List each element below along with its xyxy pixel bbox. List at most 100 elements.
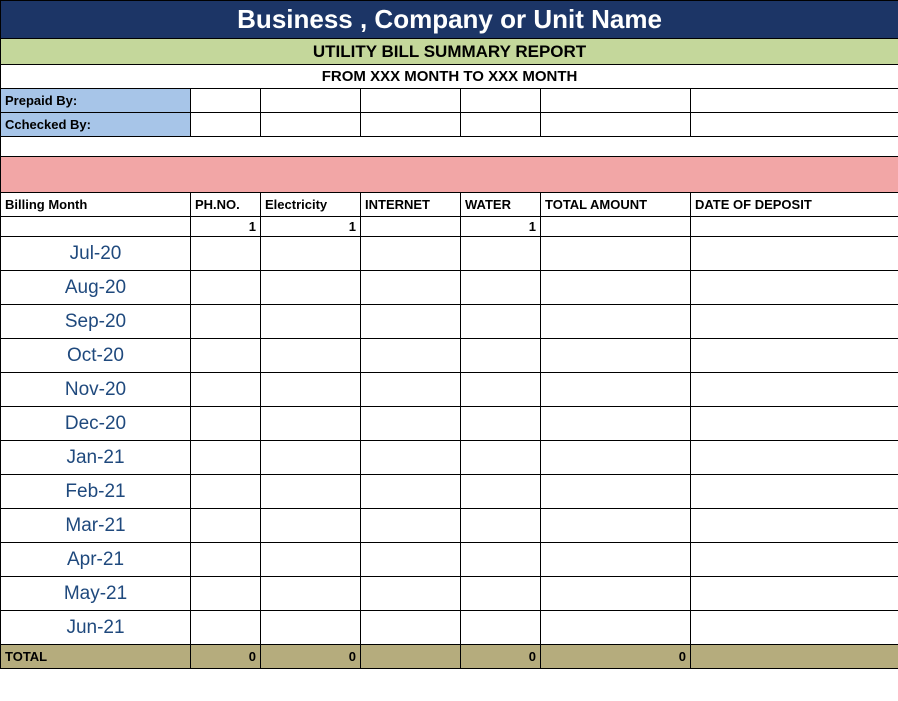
data-cell[interactable]	[691, 237, 898, 271]
data-cell[interactable]	[361, 407, 461, 441]
data-cell[interactable]	[361, 611, 461, 645]
data-cell[interactable]	[191, 509, 261, 543]
data-cell[interactable]	[261, 237, 361, 271]
table-row: Oct-20	[1, 339, 898, 373]
data-cell[interactable]	[691, 611, 898, 645]
data-cell[interactable]	[691, 373, 898, 407]
data-cell[interactable]	[461, 339, 541, 373]
col-water: WATER	[461, 193, 541, 217]
data-cell[interactable]	[691, 509, 898, 543]
total-label: TOTAL	[1, 645, 191, 669]
checked-by-value[interactable]	[191, 113, 261, 137]
data-cell[interactable]	[541, 271, 691, 305]
data-cell[interactable]	[361, 237, 461, 271]
data-cell[interactable]	[541, 577, 691, 611]
table-row: May-21	[1, 577, 898, 611]
month-cell: Nov-20	[1, 373, 191, 407]
data-cell[interactable]	[541, 475, 691, 509]
data-cell[interactable]	[461, 611, 541, 645]
data-cell[interactable]	[461, 305, 541, 339]
month-cell: Jul-20	[1, 237, 191, 271]
data-cell[interactable]	[361, 271, 461, 305]
data-cell[interactable]	[541, 237, 691, 271]
month-cell: Jun-21	[1, 611, 191, 645]
data-cell[interactable]	[361, 339, 461, 373]
data-cell[interactable]	[191, 305, 261, 339]
table-row: Apr-21	[1, 543, 898, 577]
report-subtitle: UTILITY BILL SUMMARY REPORT	[1, 39, 898, 65]
total-amount: 0	[541, 645, 691, 669]
data-cell[interactable]	[191, 339, 261, 373]
numrow-total	[541, 217, 691, 237]
data-cell[interactable]	[691, 305, 898, 339]
total-date	[691, 645, 898, 669]
data-cell[interactable]	[261, 373, 361, 407]
col-ph-no: PH.NO.	[191, 193, 261, 217]
data-cell[interactable]	[261, 509, 361, 543]
data-cell[interactable]	[361, 475, 461, 509]
page-title: Business , Company or Unit Name	[1, 1, 898, 39]
data-cell[interactable]	[691, 407, 898, 441]
data-cell[interactable]	[691, 475, 898, 509]
col-date-deposit: DATE OF DEPOSIT	[691, 193, 898, 217]
data-cell[interactable]	[461, 509, 541, 543]
data-cell[interactable]	[691, 543, 898, 577]
data-cell[interactable]	[261, 611, 361, 645]
data-cell[interactable]	[191, 543, 261, 577]
data-cell[interactable]	[261, 305, 361, 339]
data-cell[interactable]	[691, 339, 898, 373]
table-row: Sep-20	[1, 305, 898, 339]
data-cell[interactable]	[541, 543, 691, 577]
data-cell[interactable]	[191, 441, 261, 475]
numrow-date	[691, 217, 898, 237]
table-row: Jul-20	[1, 237, 898, 271]
data-cell[interactable]	[261, 577, 361, 611]
data-cell[interactable]	[541, 305, 691, 339]
numrow-elec: 1	[261, 217, 361, 237]
data-cell[interactable]	[191, 611, 261, 645]
month-cell: Feb-21	[1, 475, 191, 509]
numrow-ph: 1	[191, 217, 261, 237]
data-cell[interactable]	[461, 407, 541, 441]
data-cell[interactable]	[541, 407, 691, 441]
data-cell[interactable]	[361, 441, 461, 475]
month-cell: Sep-20	[1, 305, 191, 339]
data-cell[interactable]	[461, 441, 541, 475]
data-cell[interactable]	[261, 543, 361, 577]
data-cell[interactable]	[361, 543, 461, 577]
data-cell[interactable]	[541, 509, 691, 543]
data-cell[interactable]	[261, 475, 361, 509]
data-cell[interactable]	[191, 237, 261, 271]
data-cell[interactable]	[191, 475, 261, 509]
numrow-blank	[1, 217, 191, 237]
data-cell[interactable]	[541, 373, 691, 407]
data-cell[interactable]	[191, 271, 261, 305]
data-cell[interactable]	[261, 339, 361, 373]
data-cell[interactable]	[691, 577, 898, 611]
data-cell[interactable]	[541, 339, 691, 373]
data-cell[interactable]	[461, 577, 541, 611]
data-cell[interactable]	[691, 441, 898, 475]
data-cell[interactable]	[191, 407, 261, 441]
data-cell[interactable]	[541, 441, 691, 475]
table-row: Jan-21	[1, 441, 898, 475]
data-cell[interactable]	[461, 543, 541, 577]
data-cell[interactable]	[191, 577, 261, 611]
data-cell[interactable]	[361, 305, 461, 339]
data-cell[interactable]	[261, 407, 361, 441]
month-cell: Mar-21	[1, 509, 191, 543]
data-cell[interactable]	[461, 475, 541, 509]
data-cell[interactable]	[191, 373, 261, 407]
data-cell[interactable]	[461, 373, 541, 407]
data-cell[interactable]	[691, 271, 898, 305]
data-cell[interactable]	[361, 577, 461, 611]
prepaid-by-value[interactable]	[191, 89, 261, 113]
data-cell[interactable]	[461, 237, 541, 271]
data-cell[interactable]	[361, 509, 461, 543]
data-cell[interactable]	[461, 271, 541, 305]
data-cell[interactable]	[261, 271, 361, 305]
data-cell[interactable]	[261, 441, 361, 475]
data-cell[interactable]	[541, 611, 691, 645]
report-period: FROM XXX MONTH TO XXX MONTH	[1, 65, 898, 89]
data-cell[interactable]	[361, 373, 461, 407]
